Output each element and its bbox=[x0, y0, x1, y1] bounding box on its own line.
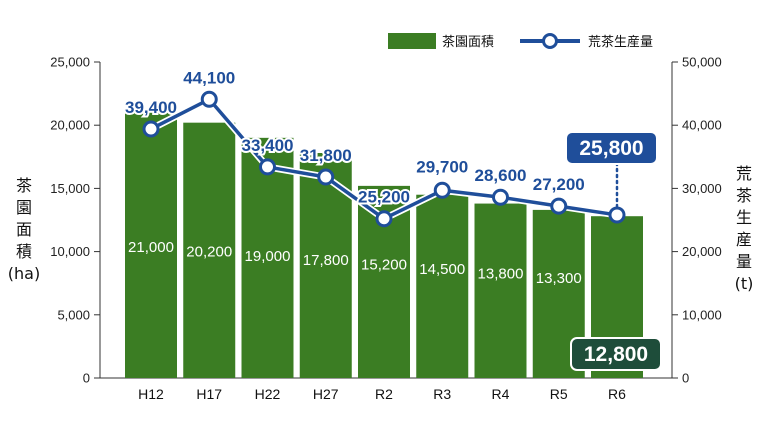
x-tick-label: H17 bbox=[196, 386, 222, 402]
line-value-label: 25,200 bbox=[358, 188, 410, 207]
line-value-label: 39,400 bbox=[125, 98, 177, 117]
right-tick-label: 30,000 bbox=[682, 181, 722, 196]
line-marker bbox=[550, 197, 568, 215]
bar-callout-box bbox=[570, 337, 662, 371]
bar-value-label: 14,500 bbox=[419, 261, 465, 278]
line-value-label: 27,200 bbox=[533, 175, 585, 194]
x-tick-label: R6 bbox=[608, 386, 626, 402]
right-axis-title-char: 茶 bbox=[736, 186, 752, 205]
x-tick-label: H12 bbox=[138, 386, 164, 402]
left-tick-label: 15,000 bbox=[50, 181, 90, 196]
left-axis-title-char: 園 bbox=[16, 198, 32, 217]
line-marker bbox=[259, 158, 276, 176]
bar bbox=[183, 122, 236, 378]
right-axis-title-char: 産 bbox=[736, 230, 752, 249]
right-axis-title-char: 量 bbox=[736, 252, 752, 271]
bar bbox=[416, 194, 469, 378]
line-callout-label: 25,800 bbox=[579, 137, 643, 160]
bar-value-label: 13,300 bbox=[536, 270, 582, 287]
line-marker bbox=[142, 120, 160, 138]
bar bbox=[125, 112, 177, 378]
line-value-label: 29,700 bbox=[416, 157, 468, 176]
line-marker bbox=[200, 90, 218, 108]
legend-bar-label: 茶園面積 bbox=[442, 34, 494, 50]
left-tick-label: 10,000 bbox=[50, 244, 90, 259]
legend-line-marker bbox=[542, 33, 558, 49]
right-axis-title-char: 荒 bbox=[736, 164, 752, 183]
left-tick-label: 20,000 bbox=[50, 118, 90, 133]
bar bbox=[474, 203, 527, 378]
x-tick-label: R4 bbox=[492, 386, 510, 402]
bar-value-label: 20,200 bbox=[186, 243, 232, 260]
right-tick-label: 40,000 bbox=[682, 118, 722, 133]
x-tick-label: R3 bbox=[433, 386, 451, 402]
legend-line-label: 荒茶生産量 bbox=[588, 34, 653, 50]
bar-value-label: 21,000 bbox=[128, 239, 174, 256]
bar-value-label: 17,800 bbox=[303, 252, 349, 269]
line-value-label: 33,400 bbox=[242, 136, 294, 155]
line-marker bbox=[317, 168, 335, 186]
right-tick-label: 50,000 bbox=[682, 55, 722, 70]
left-axis-title-char: 面 bbox=[16, 220, 32, 239]
legend: 茶園面積 荒茶生産量 bbox=[388, 33, 653, 50]
line-marker bbox=[433, 181, 451, 199]
line-marker bbox=[375, 210, 393, 228]
line-value-label: 31,800 bbox=[300, 146, 352, 165]
bar-value-label: 19,000 bbox=[245, 248, 291, 265]
x-tick-label: R2 bbox=[375, 386, 393, 402]
legend-bar-swatch bbox=[388, 33, 436, 49]
bar-value-label: 13,800 bbox=[478, 265, 524, 282]
right-axis-title-char: (t) bbox=[735, 274, 754, 293]
x-tick-label: R5 bbox=[550, 386, 568, 402]
left-tick-label: 0 bbox=[83, 371, 90, 386]
right-tick-label: 0 bbox=[682, 371, 689, 386]
line-marker bbox=[608, 206, 626, 224]
left-tick-label: 25,000 bbox=[50, 55, 90, 70]
bar-callout-label: 12,800 bbox=[584, 343, 648, 366]
x-tick-label: H27 bbox=[313, 386, 339, 402]
bar bbox=[241, 137, 294, 378]
left-axis-title-char: (ha) bbox=[8, 264, 40, 283]
x-tick-label: H22 bbox=[255, 386, 281, 402]
plot-area: 0 5,000 10,000 15,000 20,000 25,000 0 10,000 20,… bbox=[8, 55, 754, 403]
line-marker bbox=[492, 188, 509, 206]
bar-value-label: 15,200 bbox=[361, 257, 407, 274]
line-value-label: 44,100 bbox=[183, 68, 235, 87]
left-tick-label: 5,000 bbox=[57, 307, 90, 322]
left-axis-title-char: 積 bbox=[16, 242, 32, 261]
right-axis-title-char: 生 bbox=[736, 208, 752, 227]
line-value-label: 28,600 bbox=[475, 166, 527, 185]
line-callout-box bbox=[565, 131, 658, 165]
left-axis-title-char: 茶 bbox=[16, 176, 32, 195]
right-tick-label: 10,000 bbox=[682, 307, 722, 322]
right-tick-label: 20,000 bbox=[682, 244, 722, 259]
